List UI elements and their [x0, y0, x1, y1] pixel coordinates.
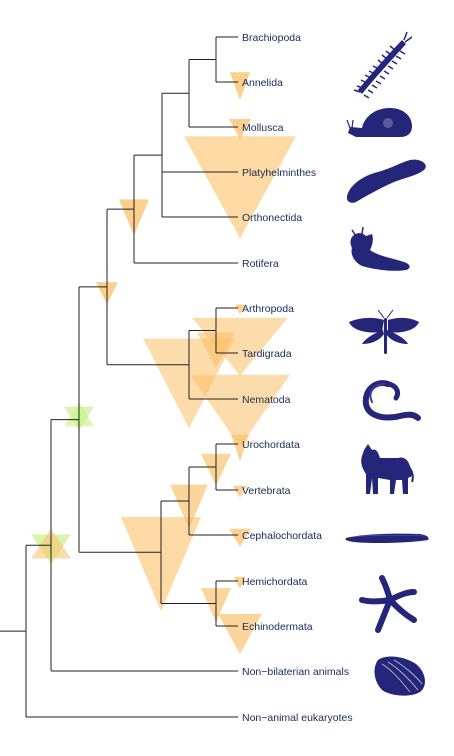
starfish-silhouette	[359, 575, 417, 633]
tree-branches	[0, 36, 238, 718]
node-marker-mollusca	[229, 119, 251, 139]
flatworm-silhouette	[346, 159, 426, 203]
label-non-bilaterian-animals: Non−bilaterian animals	[242, 666, 349, 678]
label-cephalochordata: Cephalochordata	[242, 530, 322, 542]
label-vertebrata: Vertebrata	[242, 485, 291, 497]
node-marker-vertebrata	[233, 485, 247, 498]
label-platyhelminthes: Platyhelminthes	[242, 167, 316, 179]
node-markers	[31, 72, 296, 654]
organism-silhouettes	[345, 31, 429, 696]
label-arthropoda: Arthropoda	[242, 303, 294, 315]
sponge-silhouette	[374, 656, 425, 696]
centipede-silhouette	[353, 31, 413, 99]
label-annelida: Annelida	[242, 77, 283, 89]
moth-silhouette	[349, 309, 419, 354]
label-rotifera: Rotifera	[242, 258, 279, 270]
dog-silhouette	[361, 444, 414, 494]
label-non-animal-eukaryotes: Non−animal eukaryotes	[242, 712, 353, 724]
snail-silhouette	[346, 108, 412, 137]
node-marker-platyhelminthes	[184, 136, 296, 239]
label-echinodermata: Echinodermata	[242, 621, 313, 633]
label-hemichordata: Hemichordata	[242, 576, 308, 588]
slug-silhouette	[350, 226, 410, 271]
node-marker-hemichordata	[234, 576, 246, 589]
node-marker-urochordata	[231, 434, 249, 461]
worm-silhouette	[362, 380, 421, 421]
label-mollusca: Mollusca	[242, 122, 284, 134]
label-urochordata: Urochordata	[242, 439, 300, 451]
label-nematoda: Nematoda	[242, 394, 291, 406]
lancelet-silhouette	[345, 533, 429, 544]
node-marker-echinodermata	[218, 614, 262, 654]
label-orthonectida: Orthonectida	[242, 212, 302, 224]
label-brachiopoda: Brachiopoda	[242, 32, 301, 44]
node-marker-annelida	[230, 72, 250, 101]
node-marker-nematoda	[190, 374, 290, 447]
node-marker-arthropoda	[235, 304, 245, 315]
label-tardigrada: Tardigrada	[242, 348, 292, 360]
tip-labels: Brachiopoda Annelida Mollusca Platyhelmi…	[242, 32, 353, 724]
node-marker-cephalochordata	[229, 528, 251, 547]
